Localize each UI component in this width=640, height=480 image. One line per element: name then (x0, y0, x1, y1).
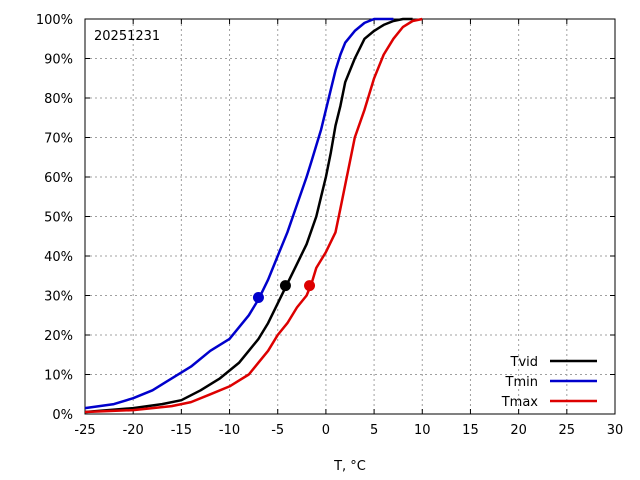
series-marker-tmin (252, 291, 264, 303)
y-tick-label: 10% (44, 369, 73, 384)
x-tick-label: 20 (510, 423, 527, 438)
y-tick-label: 80% (44, 92, 73, 107)
x-axis-label: T, °C (333, 459, 366, 474)
y-tick-label: 20% (44, 329, 73, 344)
x-tick-label: -5 (271, 423, 284, 438)
x-tick-label: -25 (74, 423, 95, 438)
series-marker-tvid (279, 280, 291, 292)
x-tick-label: 10 (414, 423, 431, 438)
grid (85, 19, 615, 414)
legend-label-tvid: Tvid (510, 355, 539, 370)
y-tick-label: 0% (52, 408, 73, 423)
legend: Tvid Tmin Tmax (501, 355, 597, 410)
legend-label-tmin: Tmin (505, 375, 538, 390)
x-tick-label: -15 (171, 423, 192, 438)
series-line-tmax (84, 17, 423, 414)
y-tick-label: 70% (44, 132, 73, 147)
series-line-tmin (84, 17, 394, 410)
y-tick-label: 90% (44, 53, 73, 68)
x-tick-label: -20 (123, 423, 144, 438)
x-tick-label: 0 (322, 423, 330, 438)
axis-ticks: -25 -20 -15 -10 -5 0 5 10 15 20 25 30 0% 10% 20% 30% 40%… (36, 13, 623, 438)
x-tick-label: 15 (462, 423, 479, 438)
series-lines (84, 17, 423, 414)
x-tick-label: 30 (607, 423, 624, 438)
series-markers (252, 280, 316, 303)
y-tick-label: 30% (44, 290, 73, 305)
x-tick-label: 25 (559, 423, 576, 438)
series-marker-tmax (304, 280, 316, 292)
series-line-tvid (84, 17, 413, 414)
legend-label-tmax: Tmax (501, 395, 539, 410)
y-tick-label: 100% (36, 13, 73, 28)
x-tick-label: 5 (370, 423, 378, 438)
date-annotation: 20251231 (94, 29, 160, 44)
y-tick-label: 40% (44, 250, 73, 265)
x-tick-label: -10 (219, 423, 240, 438)
y-tick-label: 50% (44, 211, 73, 226)
y-tick-label: 60% (44, 171, 73, 186)
